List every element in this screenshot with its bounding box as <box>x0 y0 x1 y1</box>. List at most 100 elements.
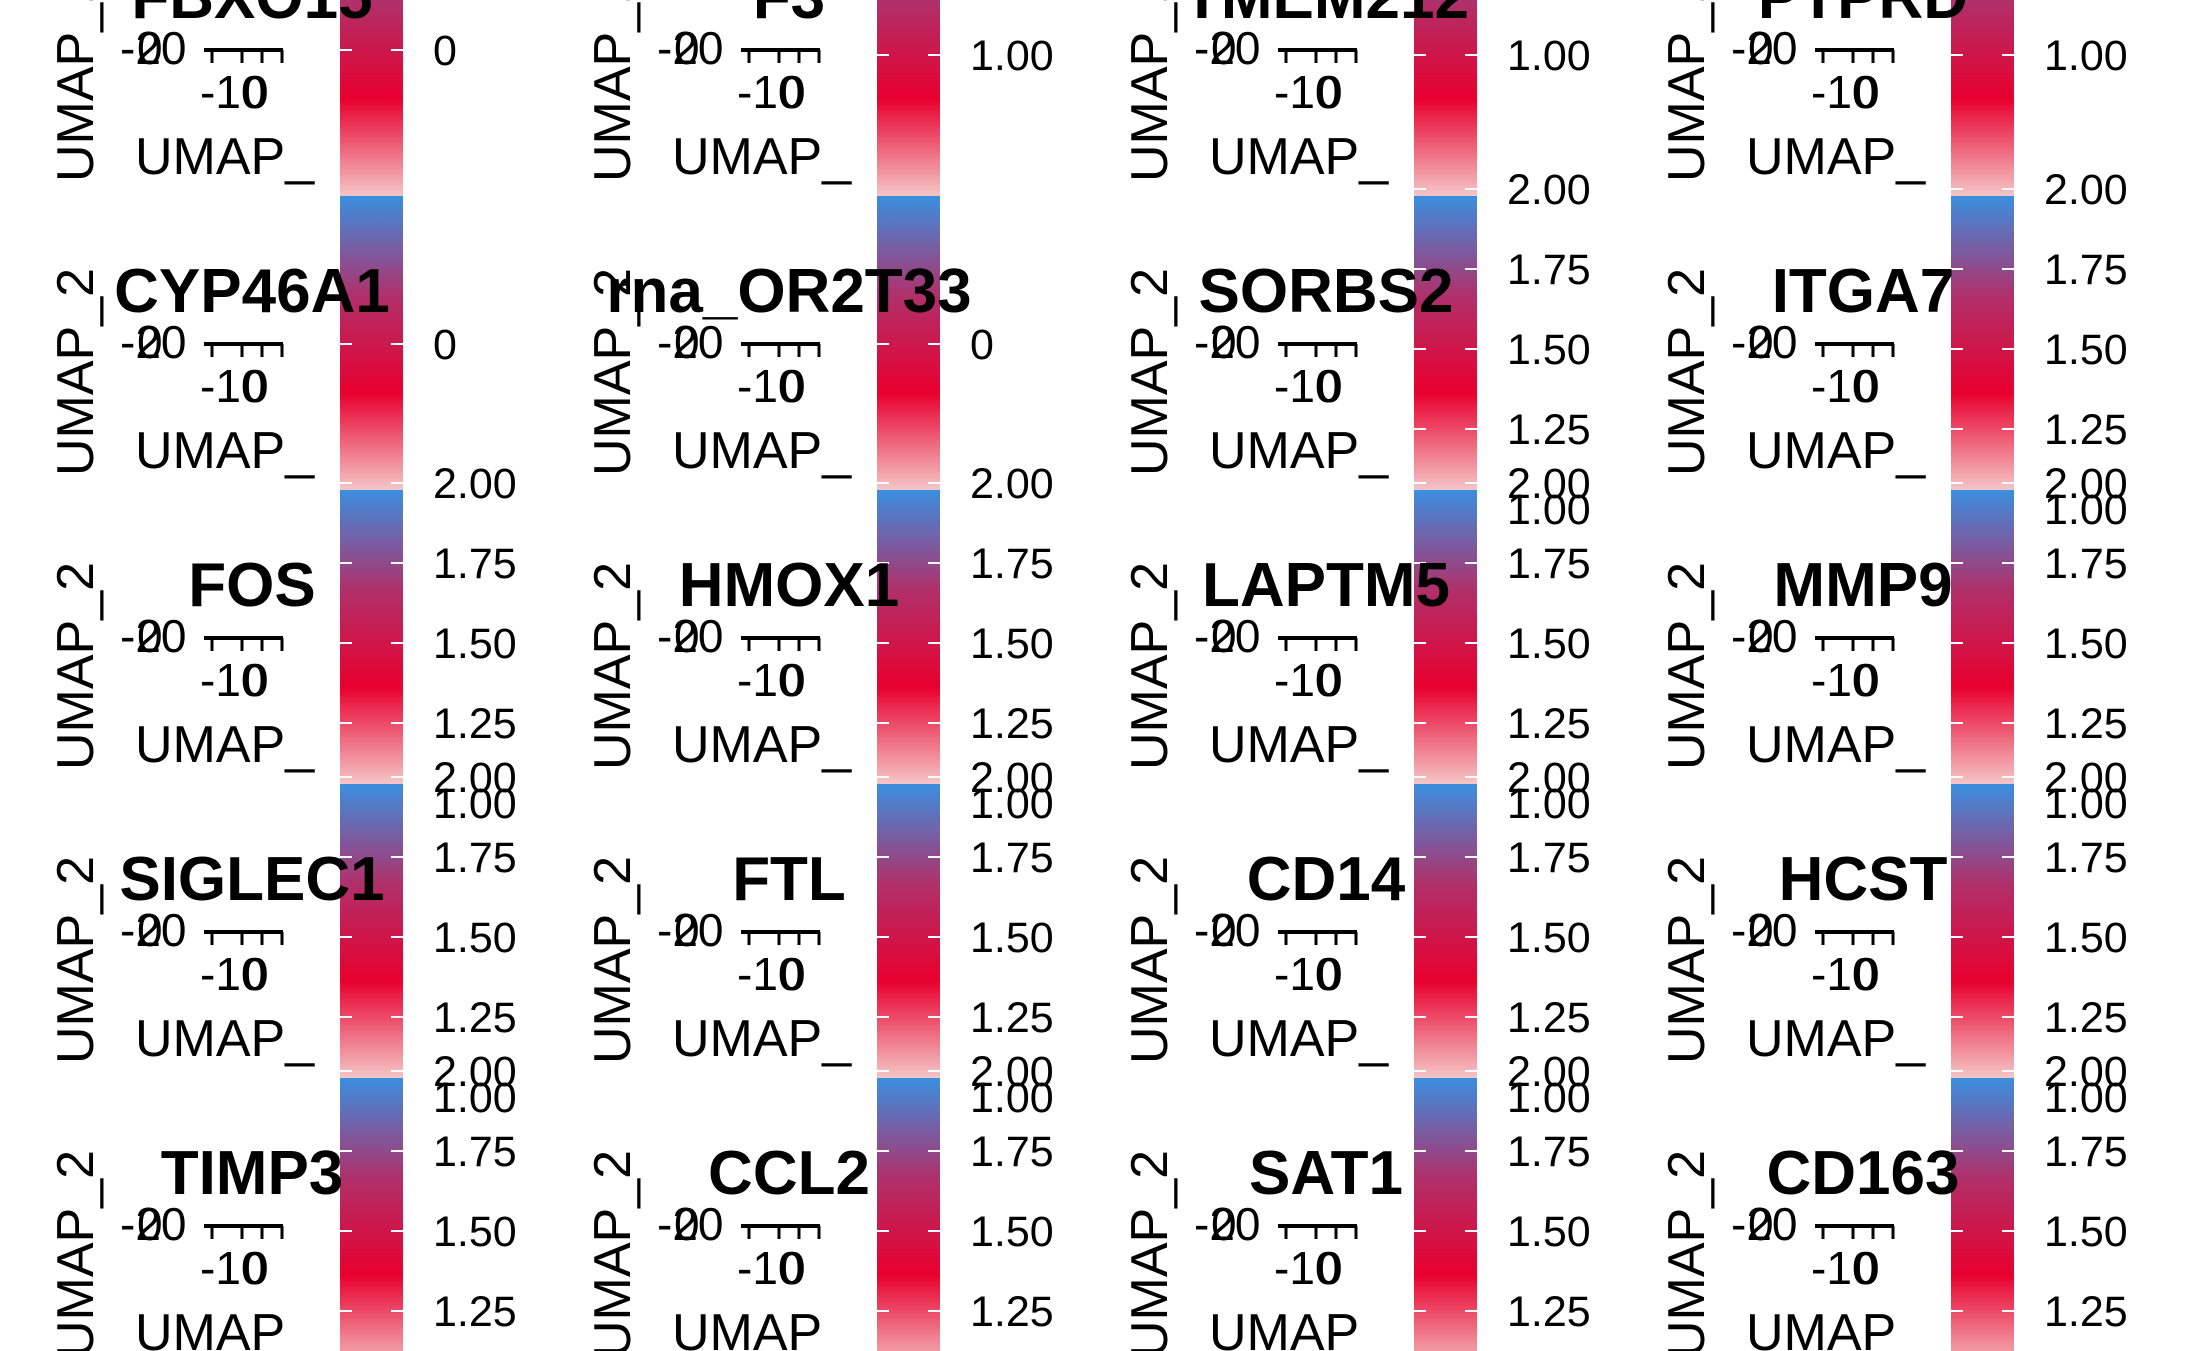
colorbar-gradient <box>340 1078 403 1351</box>
y-axis-label: UMAP_2 <box>584 562 642 770</box>
panel-title: HCST <box>1779 845 1948 914</box>
colorbar-gradient <box>340 490 403 784</box>
y-tick-label: -20 <box>120 1198 186 1250</box>
y-tick-label: -20 <box>657 904 723 956</box>
x-axis-label: UMAP_ <box>1746 716 1926 774</box>
colorbar-tick-label: 1.50 <box>2044 1208 2128 1256</box>
x-axis-label: UMAP_ <box>1746 1010 1926 1068</box>
y-tick-label: -20 <box>657 1198 723 1250</box>
colorbar-tick-label: 1.00 <box>1507 32 1591 80</box>
y-axis-label: UMAP_2 <box>47 562 105 770</box>
colorbar-tick-label: 1.50 <box>1507 1208 1591 1256</box>
y-axis-label: UMAP_2 <box>47 268 105 476</box>
colorbar-gradient <box>340 0 403 196</box>
x-tick-label: -10 <box>737 360 803 412</box>
colorbar-tick-label: 1.25 <box>2044 1288 2128 1336</box>
colorbar-tick-label: 1.50 <box>2044 620 2128 668</box>
x-tick-label: 0 <box>243 1242 269 1294</box>
colorbar: 2.00 1.75 1.50 1.25 1.00 <box>877 460 1054 828</box>
colorbar-tick-label: 1.25 <box>433 1288 517 1336</box>
y-tick-label: 0 <box>1211 610 1237 662</box>
x-tick-label: 0 <box>780 654 806 706</box>
x-tick-label: -10 <box>200 948 266 1000</box>
x-tick-label: -10 <box>200 654 266 706</box>
colorbar-tick-label: 2.00 <box>1507 1048 1591 1096</box>
colorbar-gradient <box>1951 490 2014 784</box>
x-tick-label: 0 <box>1317 66 1343 118</box>
colorbar-tick-label: 2.00 <box>1507 460 1591 508</box>
x-axis-label: UMAP_ <box>672 422 852 480</box>
y-tick-label: 0 <box>137 316 163 368</box>
colorbar-tick-label: 2.00 <box>970 754 1054 802</box>
colorbar-gradient <box>877 784 940 1078</box>
y-axis-label: UMAP_2 <box>1658 1150 1716 1351</box>
colorbar-tick-label: 1.25 <box>2044 994 2128 1042</box>
panel-title: TIMP3 <box>161 1139 344 1208</box>
colorbar-tick-label: 1.00 <box>1507 486 1591 534</box>
x-axis-label: UMAP_ <box>135 1304 315 1351</box>
colorbar-gradient <box>1951 196 2014 490</box>
colorbar-tick-label: 2.00 <box>2044 754 2128 802</box>
x-tick-label: -10 <box>1274 360 1340 412</box>
colorbar-tick-label: 2.00 <box>970 1048 1054 1096</box>
colorbar-tick-label: 1.50 <box>1507 914 1591 962</box>
x-axis-label: UMAP_ <box>672 1010 852 1068</box>
colorbar-tick-label: 0 <box>970 321 994 369</box>
x-tick-label: 0 <box>1854 1242 1880 1294</box>
colorbar-tick-label: 1.00 <box>970 1074 1054 1122</box>
colorbar-tick-label: 1.75 <box>970 1128 1054 1176</box>
y-tick-label: 0 <box>137 610 163 662</box>
colorbar: 0 <box>877 196 994 490</box>
panel-title: F3 <box>753 0 825 32</box>
y-axis-label: UMAP_2 <box>47 1150 105 1351</box>
colorbar: 2.00 1.75 1.50 1.25 1.00 <box>1414 754 1591 1122</box>
colorbar-tick-label: 2.00 <box>433 460 517 508</box>
x-tick-label: 0 <box>1317 654 1343 706</box>
colorbar-tick-label: 1.00 <box>433 780 517 828</box>
x-tick-label: -10 <box>1811 66 1877 118</box>
x-tick-label: -10 <box>200 66 266 118</box>
colorbar-tick-label: 1.25 <box>1507 1288 1591 1336</box>
colorbar-tick-label: 1.25 <box>433 994 517 1042</box>
x-tick-label: 0 <box>243 654 269 706</box>
panel-title: SIGLEC1 <box>119 845 384 914</box>
panel-title: CD14 <box>1247 845 1406 914</box>
x-axis-label: UMAP_ <box>672 1304 852 1351</box>
x-tick-label: -10 <box>737 1242 803 1294</box>
colorbar-gradient <box>1414 784 1477 1078</box>
x-tick-label: -10 <box>1811 1242 1877 1294</box>
y-tick-label: 0 <box>137 904 163 956</box>
x-axis-label: UMAP_ <box>1746 128 1926 186</box>
colorbar-tick-label: 1.75 <box>1507 834 1591 882</box>
y-axis-label: UMAP_2 <box>1658 268 1716 476</box>
x-tick-label: -10 <box>1811 360 1877 412</box>
y-tick-label: -20 <box>657 316 723 368</box>
y-axis-label: UMAP_2 <box>1658 0 1716 182</box>
x-tick-label: 0 <box>243 66 269 118</box>
colorbar-tick-label: 1.50 <box>970 914 1054 962</box>
x-axis-label: UMAP_ <box>135 128 315 186</box>
colorbar: 2.00 1.75 1.50 1.25 1.00 <box>340 460 517 828</box>
y-tick-label: -20 <box>1194 316 1260 368</box>
panel-title: PTPRD <box>1758 0 1968 32</box>
y-axis-label: UMAP_2 <box>1121 562 1179 770</box>
x-tick-label: 0 <box>1854 66 1880 118</box>
panel-title: FOS <box>188 551 315 620</box>
panel-title: rna_OR2T33 <box>606 257 971 326</box>
y-tick-label: 0 <box>674 1198 700 1250</box>
colorbar-tick-label: 1.25 <box>2044 700 2128 748</box>
colorbar-tick-label: 1.00 <box>1507 780 1591 828</box>
y-axis-label: UMAP_2 <box>584 268 642 476</box>
y-tick-label: -20 <box>1731 316 1797 368</box>
y-axis-label: UMAP_2 <box>1121 0 1179 182</box>
x-tick-label: 0 <box>780 66 806 118</box>
colorbar-tick-label: 1.50 <box>2044 326 2128 374</box>
x-tick-label: -10 <box>1274 1242 1340 1294</box>
x-tick-label: -10 <box>1274 948 1340 1000</box>
